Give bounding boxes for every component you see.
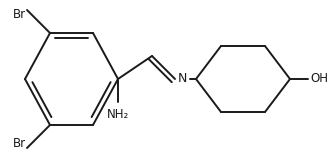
Text: N: N [178, 73, 187, 85]
Text: OH: OH [310, 73, 328, 85]
Text: Br: Br [13, 137, 26, 150]
Text: Br: Br [13, 8, 26, 21]
Text: NH₂: NH₂ [107, 108, 129, 121]
